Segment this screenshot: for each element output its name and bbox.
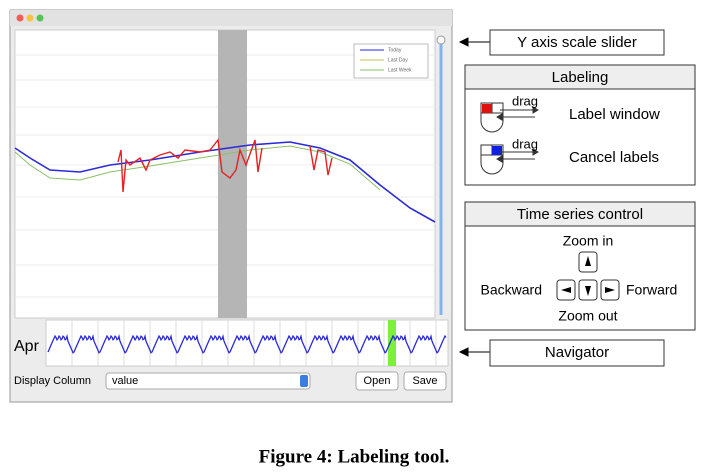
- navigator-label: Apr: [14, 338, 40, 355]
- arrow-glyphs: [561, 256, 615, 296]
- left-button: [482, 104, 492, 113]
- gesture-label: drag: [512, 136, 538, 151]
- drag-arrows: [496, 106, 539, 121]
- navigator[interactable]: [45, 319, 449, 367]
- right-button: [492, 146, 502, 155]
- y-scale-slider-thumb[interactable]: [436, 35, 446, 45]
- callout-box: [489, 29, 665, 56]
- zoom-in-label: Zoom in: [563, 233, 614, 249]
- zoom-out-label: Zoom out: [558, 308, 617, 324]
- panel-header: [464, 201, 696, 227]
- caption: Figure 4: Labeling tool.: [259, 446, 450, 467]
- display-column-label: Display Column: [14, 375, 91, 387]
- navigator-grid: [71, 320, 437, 366]
- action-label: Label window: [569, 106, 660, 123]
- save-button[interactable]: [403, 371, 447, 391]
- zoom-button[interactable]: [36, 14, 44, 22]
- legend-label: Today: [388, 47, 402, 53]
- navigator-window[interactable]: [388, 320, 396, 366]
- gesture-label: drag: [512, 93, 538, 108]
- panel-title: Time series control: [517, 206, 643, 223]
- backward-label: Backward: [481, 282, 542, 298]
- open-button-label: Open: [364, 375, 391, 387]
- drag-arrows: [496, 148, 539, 163]
- action-label: Cancel labels: [569, 149, 659, 166]
- panel-title: Labeling: [552, 69, 609, 86]
- callout-box: [489, 339, 665, 367]
- today-line: [14, 141, 436, 223]
- labeled-anomaly-2: [309, 145, 333, 176]
- close-button[interactable]: [16, 14, 24, 22]
- panel-header: [464, 64, 696, 90]
- legend-label: Last Day: [388, 57, 408, 63]
- legend-label: Last Week: [388, 67, 412, 73]
- title-bar: [10, 10, 452, 26]
- select-arrow: [300, 375, 308, 387]
- labeled-anomalies: [117, 138, 263, 193]
- display-column-select[interactable]: [105, 372, 311, 390]
- minimize-button[interactable]: [26, 14, 34, 22]
- arrows: [458, 37, 490, 357]
- open-button[interactable]: [355, 371, 399, 391]
- callout-label: Navigator: [545, 344, 609, 361]
- display-column-value: value: [112, 375, 138, 387]
- navigator-series: [47, 334, 447, 354]
- forward-label: Forward: [626, 282, 677, 298]
- callout-label: Y axis scale slider: [517, 34, 637, 51]
- save-button-label: Save: [412, 375, 437, 387]
